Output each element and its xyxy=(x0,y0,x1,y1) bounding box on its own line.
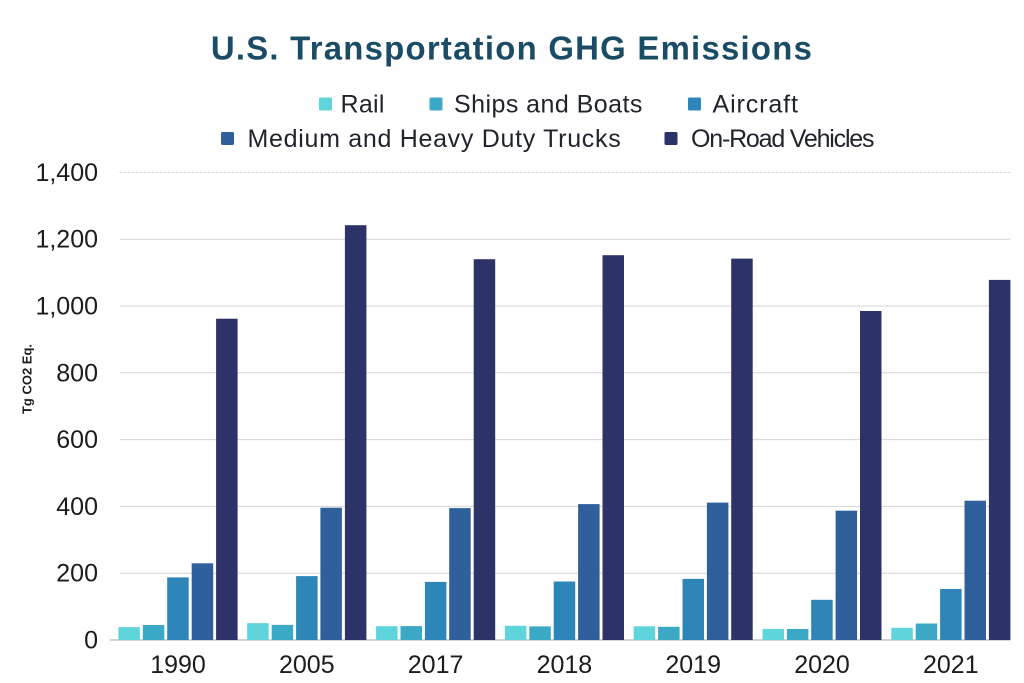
svg-text:2005: 2005 xyxy=(279,651,335,679)
svg-text:1,200: 1,200 xyxy=(35,226,98,254)
svg-text:600: 600 xyxy=(56,426,98,454)
svg-text:800: 800 xyxy=(56,359,98,387)
svg-text:2017: 2017 xyxy=(408,651,464,679)
svg-text:2019: 2019 xyxy=(665,651,721,679)
svg-text:Rail: Rail xyxy=(341,91,385,119)
svg-text:2020: 2020 xyxy=(794,651,850,679)
svg-text:1990: 1990 xyxy=(150,651,206,679)
svg-text:0: 0 xyxy=(84,627,98,655)
svg-text:2021: 2021 xyxy=(923,651,979,679)
svg-text:200: 200 xyxy=(56,560,98,588)
svg-text:1,400: 1,400 xyxy=(35,159,98,187)
svg-text:1,000: 1,000 xyxy=(35,293,98,321)
svg-text:On-Road Vehicles: On-Road Vehicles xyxy=(691,125,874,153)
svg-text:2018: 2018 xyxy=(537,651,593,679)
svg-text:Ships and Boats: Ships and Boats xyxy=(454,91,643,119)
svg-text:U.S. Transportation GHG Emissi: U.S. Transportation GHG Emissions xyxy=(211,29,813,66)
svg-text:Tg CO2 Eq.: Tg CO2 Eq. xyxy=(20,344,35,414)
svg-text:400: 400 xyxy=(56,493,98,521)
svg-text:Aircraft: Aircraft xyxy=(713,91,799,119)
svg-text:Medium and Heavy Duty Trucks: Medium and Heavy Duty Trucks xyxy=(248,125,622,153)
